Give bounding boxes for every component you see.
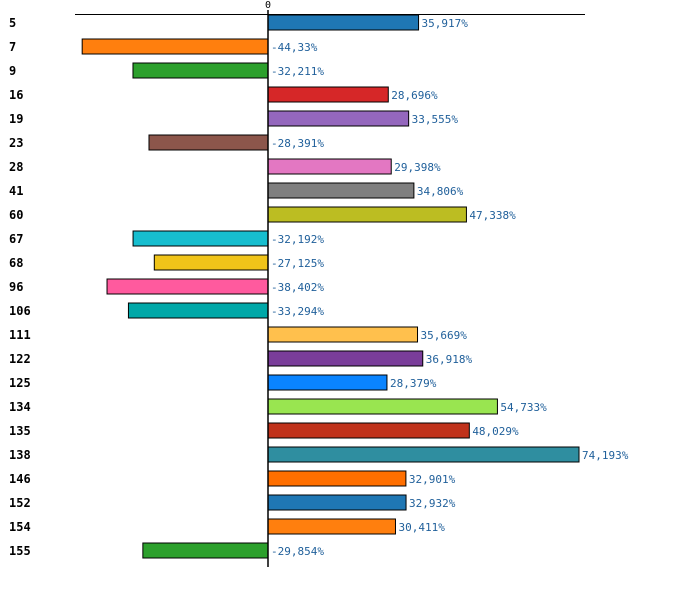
bar — [127, 302, 269, 319]
value-label: 28,696% — [391, 89, 438, 102]
value-label: -38,402% — [271, 281, 324, 294]
value-label: 32,901% — [409, 473, 456, 486]
bar — [267, 158, 392, 175]
bar — [267, 206, 467, 223]
category-label: 28 — [9, 160, 23, 174]
value-label: 47,338% — [469, 209, 516, 222]
category-label: 23 — [9, 136, 23, 150]
bar — [267, 374, 388, 391]
category-label: 134 — [9, 400, 31, 414]
bar — [267, 14, 420, 31]
bars-layer: 5 35,917% 7 -44,33% 9 -32,211% 16 28,696% 19 33,5… — [9, 14, 629, 559]
category-label: 152 — [9, 496, 31, 510]
bar — [267, 326, 419, 343]
category-label: 154 — [9, 520, 31, 534]
bar — [267, 470, 407, 487]
category-label: 67 — [9, 232, 23, 246]
bar — [81, 38, 269, 55]
value-label: -28,391% — [271, 137, 324, 150]
category-label: 106 — [9, 304, 31, 318]
bar — [132, 62, 269, 79]
category-label: 125 — [9, 376, 31, 390]
value-label: 28,379% — [390, 377, 437, 390]
category-label: 19 — [9, 112, 23, 126]
value-label: -33,294% — [271, 305, 324, 318]
bar — [132, 230, 269, 247]
value-label: 34,806% — [417, 185, 464, 198]
value-label: 35,917% — [422, 17, 469, 30]
bar — [267, 350, 424, 367]
category-label: 7 — [9, 40, 16, 54]
bar — [153, 254, 269, 271]
value-label: 29,398% — [394, 161, 441, 174]
bar — [148, 134, 269, 151]
bar — [106, 278, 269, 295]
bar — [267, 86, 389, 103]
category-label: 155 — [9, 544, 31, 558]
value-label: 36,918% — [426, 353, 473, 366]
value-label: 74,193% — [582, 449, 629, 462]
value-label: -44,33% — [271, 41, 318, 54]
category-label: 96 — [9, 280, 23, 294]
value-label: 48,029% — [472, 425, 519, 438]
bar — [267, 398, 498, 415]
value-label: 32,932% — [409, 497, 456, 510]
value-label: -32,211% — [271, 65, 324, 78]
zero-tick-label: 0 — [265, 0, 271, 11]
value-label: -27,125% — [271, 257, 324, 270]
category-label: 5 — [9, 16, 16, 30]
bar — [142, 542, 269, 559]
category-label: 9 — [9, 64, 16, 78]
category-label: 16 — [9, 88, 23, 102]
bar — [267, 446, 580, 463]
value-label: 35,669% — [421, 329, 468, 342]
value-label: 33,555% — [412, 113, 459, 126]
category-label: 135 — [9, 424, 31, 438]
value-label: 54,733% — [500, 401, 547, 414]
category-label: 122 — [9, 352, 31, 366]
category-label: 68 — [9, 256, 23, 270]
category-label: 60 — [9, 208, 23, 222]
bar — [267, 422, 470, 439]
category-label: 146 — [9, 472, 31, 486]
bar — [267, 518, 396, 535]
value-label: 30,411% — [398, 521, 445, 534]
category-label: 138 — [9, 448, 31, 462]
category-label: 111 — [9, 328, 31, 342]
bar — [267, 182, 415, 199]
bar — [267, 110, 410, 127]
value-label: -29,854% — [271, 545, 324, 558]
bar — [267, 494, 407, 511]
value-label: -32,192% — [271, 233, 324, 246]
category-label: 41 — [9, 184, 23, 198]
